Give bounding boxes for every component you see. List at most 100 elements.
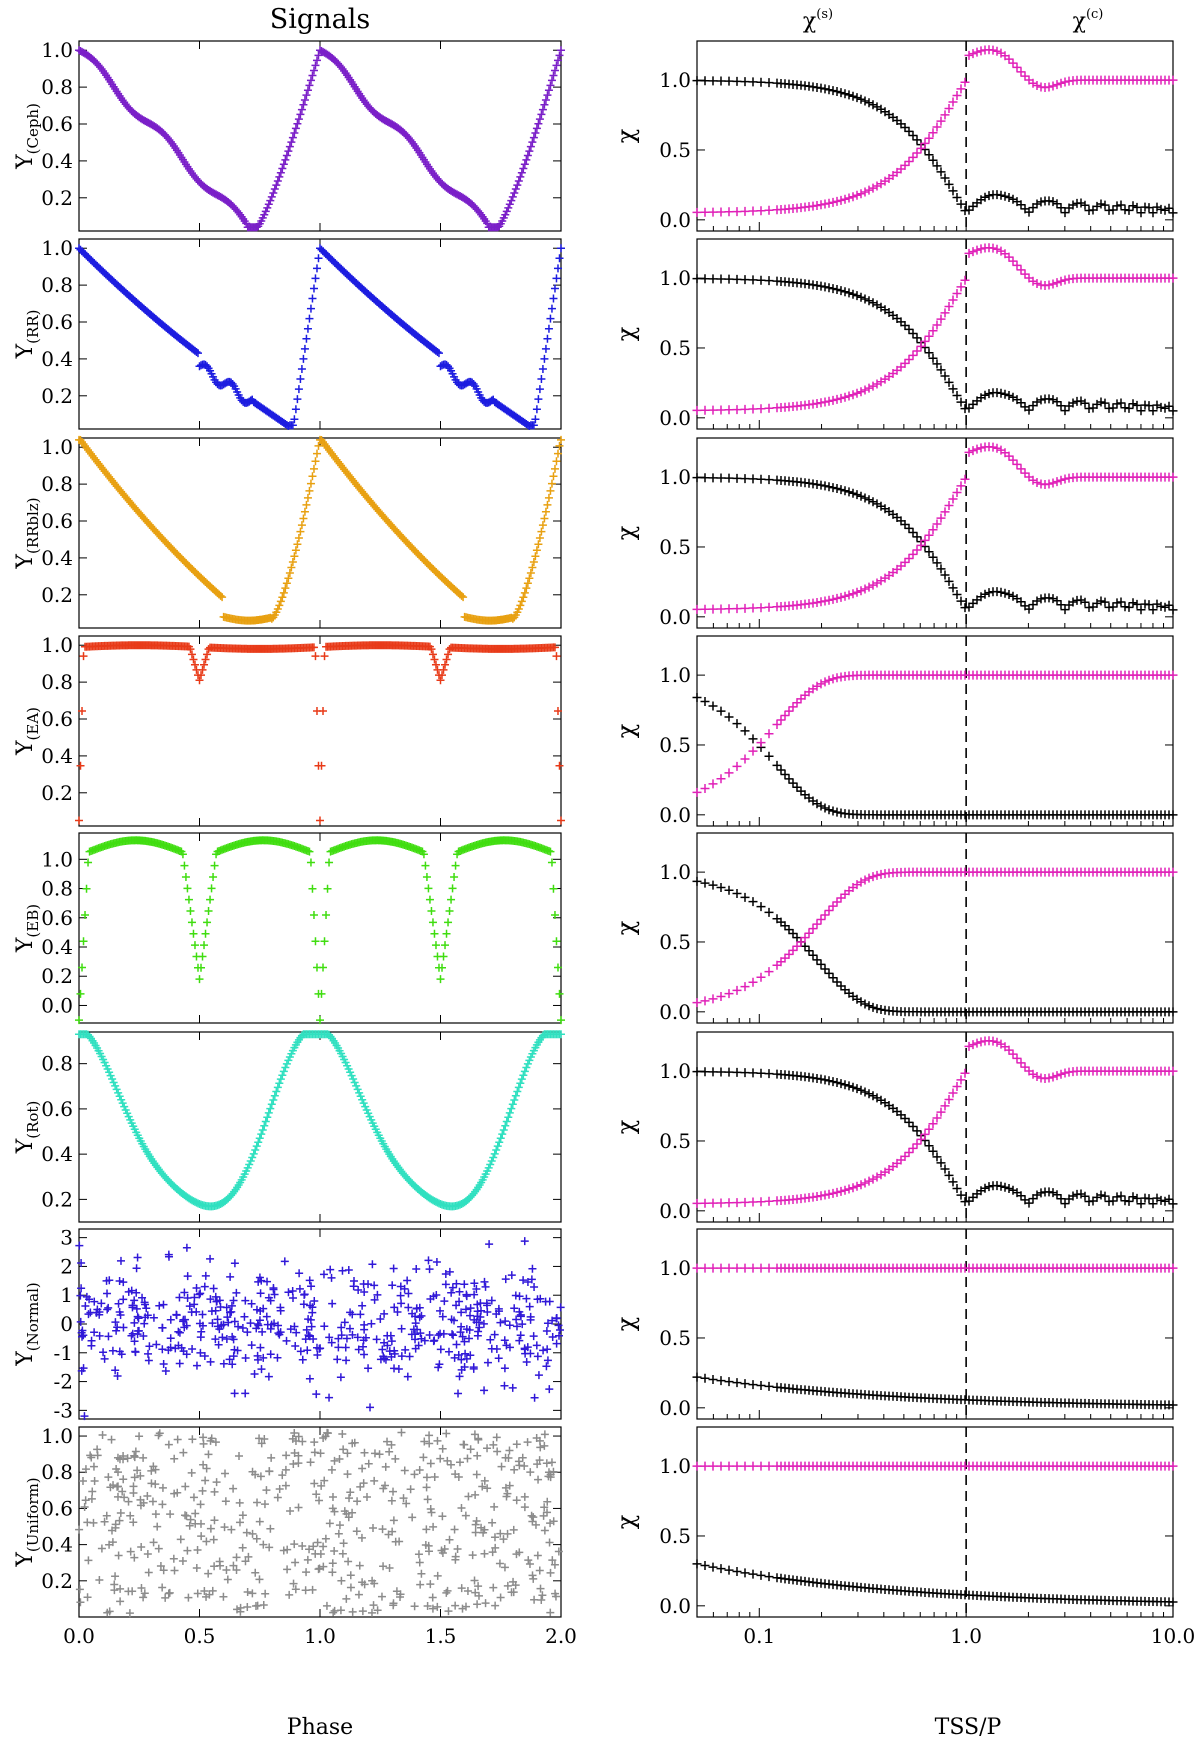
data-point (471, 1528, 480, 1537)
data-point (139, 1593, 148, 1602)
data-point (531, 415, 540, 424)
data-point (812, 919, 822, 929)
data-point (700, 473, 710, 483)
data-point (756, 1381, 766, 1391)
data-point (692, 207, 702, 217)
chi-c-header: χ(c) (1073, 7, 1104, 34)
data-point (932, 519, 942, 529)
data-point (546, 847, 555, 856)
data-point (78, 1332, 87, 1341)
data-point (756, 275, 766, 285)
data-point (384, 1530, 393, 1539)
data-point (491, 1601, 500, 1610)
data-point (1056, 203, 1066, 213)
data-point (984, 588, 994, 598)
data-point (864, 1089, 874, 1099)
data-point (494, 1304, 503, 1313)
data-point (238, 1511, 247, 1520)
data-point (284, 1288, 293, 1297)
data-point (196, 1348, 205, 1357)
data-point (740, 892, 750, 902)
data-point (206, 1254, 215, 1263)
data-point (290, 1428, 299, 1437)
data-point (816, 679, 826, 689)
data-point (928, 1146, 938, 1156)
data-point (144, 1356, 153, 1365)
data-point (230, 1389, 239, 1398)
data-point (1132, 202, 1142, 212)
data-point (430, 929, 439, 938)
data-point (142, 1304, 151, 1313)
data-point (864, 296, 874, 306)
data-point (992, 244, 1002, 254)
data-point (458, 1332, 467, 1341)
data-point (724, 604, 734, 614)
data-point (724, 473, 734, 483)
data-point (557, 816, 565, 825)
data-point (132, 1264, 141, 1273)
data-point (936, 564, 946, 574)
signal-points (75, 1428, 563, 1618)
data-point (138, 1293, 147, 1302)
data-point (236, 1603, 245, 1612)
data-point (211, 1438, 220, 1447)
data-point (708, 405, 718, 415)
data-point (425, 1331, 434, 1340)
data-point (266, 1104, 275, 1113)
data-point (217, 1321, 226, 1330)
data-point (389, 1487, 398, 1496)
data-point (724, 405, 734, 415)
data-point (916, 540, 926, 550)
data-point (724, 712, 734, 722)
chi-s-series (692, 473, 1178, 615)
data-point (824, 1189, 834, 1199)
data-point (364, 1280, 373, 1289)
data-point (399, 1494, 408, 1503)
data-point (309, 1334, 318, 1343)
data-point (764, 205, 774, 215)
data-point (788, 702, 798, 712)
data-point (89, 1462, 98, 1471)
data-point (840, 1185, 850, 1195)
data-point (192, 1361, 201, 1370)
data-point (764, 729, 774, 739)
data-point (352, 1081, 361, 1090)
data-point (724, 274, 734, 284)
data-point (535, 1566, 544, 1575)
data-point (147, 1466, 156, 1475)
data-point (206, 1436, 215, 1445)
data-point (555, 51, 564, 60)
data-point (748, 977, 758, 987)
data-point (532, 405, 541, 414)
data-point (375, 1450, 384, 1459)
data-point (282, 1059, 291, 1068)
data-point (904, 157, 914, 167)
data-point (948, 186, 958, 196)
data-point (472, 1318, 481, 1327)
data-point (1136, 1199, 1146, 1209)
data-point (139, 1453, 148, 1462)
data-point (904, 523, 914, 533)
y-tick-label: 0.5 (659, 535, 691, 559)
data-point (388, 1281, 397, 1290)
data-point (299, 100, 308, 109)
data-point (223, 1575, 232, 1584)
data-point (263, 203, 272, 212)
data-point (87, 1494, 96, 1503)
panel-frame (696, 437, 1174, 629)
panel-frame (696, 1031, 1174, 1223)
data-point (996, 190, 1006, 200)
data-point (226, 1272, 235, 1281)
data-point (1012, 459, 1022, 469)
data-point (1048, 395, 1058, 405)
data-point (444, 918, 453, 927)
data-point (389, 1516, 398, 1525)
data-point (936, 167, 946, 177)
data-point (450, 1316, 459, 1325)
data-point (856, 877, 866, 887)
data-point (546, 314, 555, 323)
data-point (532, 1433, 541, 1442)
data-point (421, 861, 430, 870)
data-point (530, 1393, 539, 1402)
data-point (323, 884, 332, 893)
